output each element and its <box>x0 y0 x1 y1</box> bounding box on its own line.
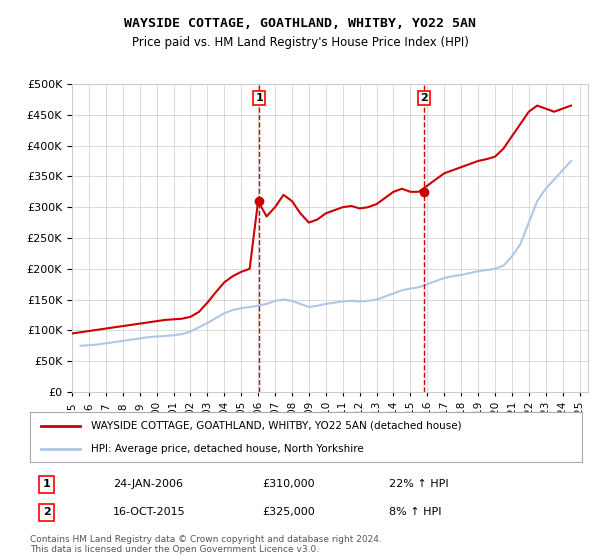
Text: £325,000: £325,000 <box>262 507 314 517</box>
Text: WAYSIDE COTTAGE, GOATHLAND, WHITBY, YO22 5AN: WAYSIDE COTTAGE, GOATHLAND, WHITBY, YO22… <box>124 17 476 30</box>
Text: 16-OCT-2015: 16-OCT-2015 <box>113 507 185 517</box>
Text: £310,000: £310,000 <box>262 479 314 489</box>
Text: WAYSIDE COTTAGE, GOATHLAND, WHITBY, YO22 5AN (detached house): WAYSIDE COTTAGE, GOATHLAND, WHITBY, YO22… <box>91 421 461 431</box>
Text: 1: 1 <box>256 93 263 103</box>
Text: 22% ↑ HPI: 22% ↑ HPI <box>389 479 448 489</box>
Text: 2: 2 <box>43 507 50 517</box>
Text: 8% ↑ HPI: 8% ↑ HPI <box>389 507 442 517</box>
Text: HPI: Average price, detached house, North Yorkshire: HPI: Average price, detached house, Nort… <box>91 445 364 454</box>
Text: 1: 1 <box>43 479 50 489</box>
Text: Contains HM Land Registry data © Crown copyright and database right 2024.
This d: Contains HM Land Registry data © Crown c… <box>30 535 382 554</box>
Text: 24-JAN-2006: 24-JAN-2006 <box>113 479 183 489</box>
Text: 2: 2 <box>420 93 428 103</box>
Text: Price paid vs. HM Land Registry's House Price Index (HPI): Price paid vs. HM Land Registry's House … <box>131 36 469 49</box>
